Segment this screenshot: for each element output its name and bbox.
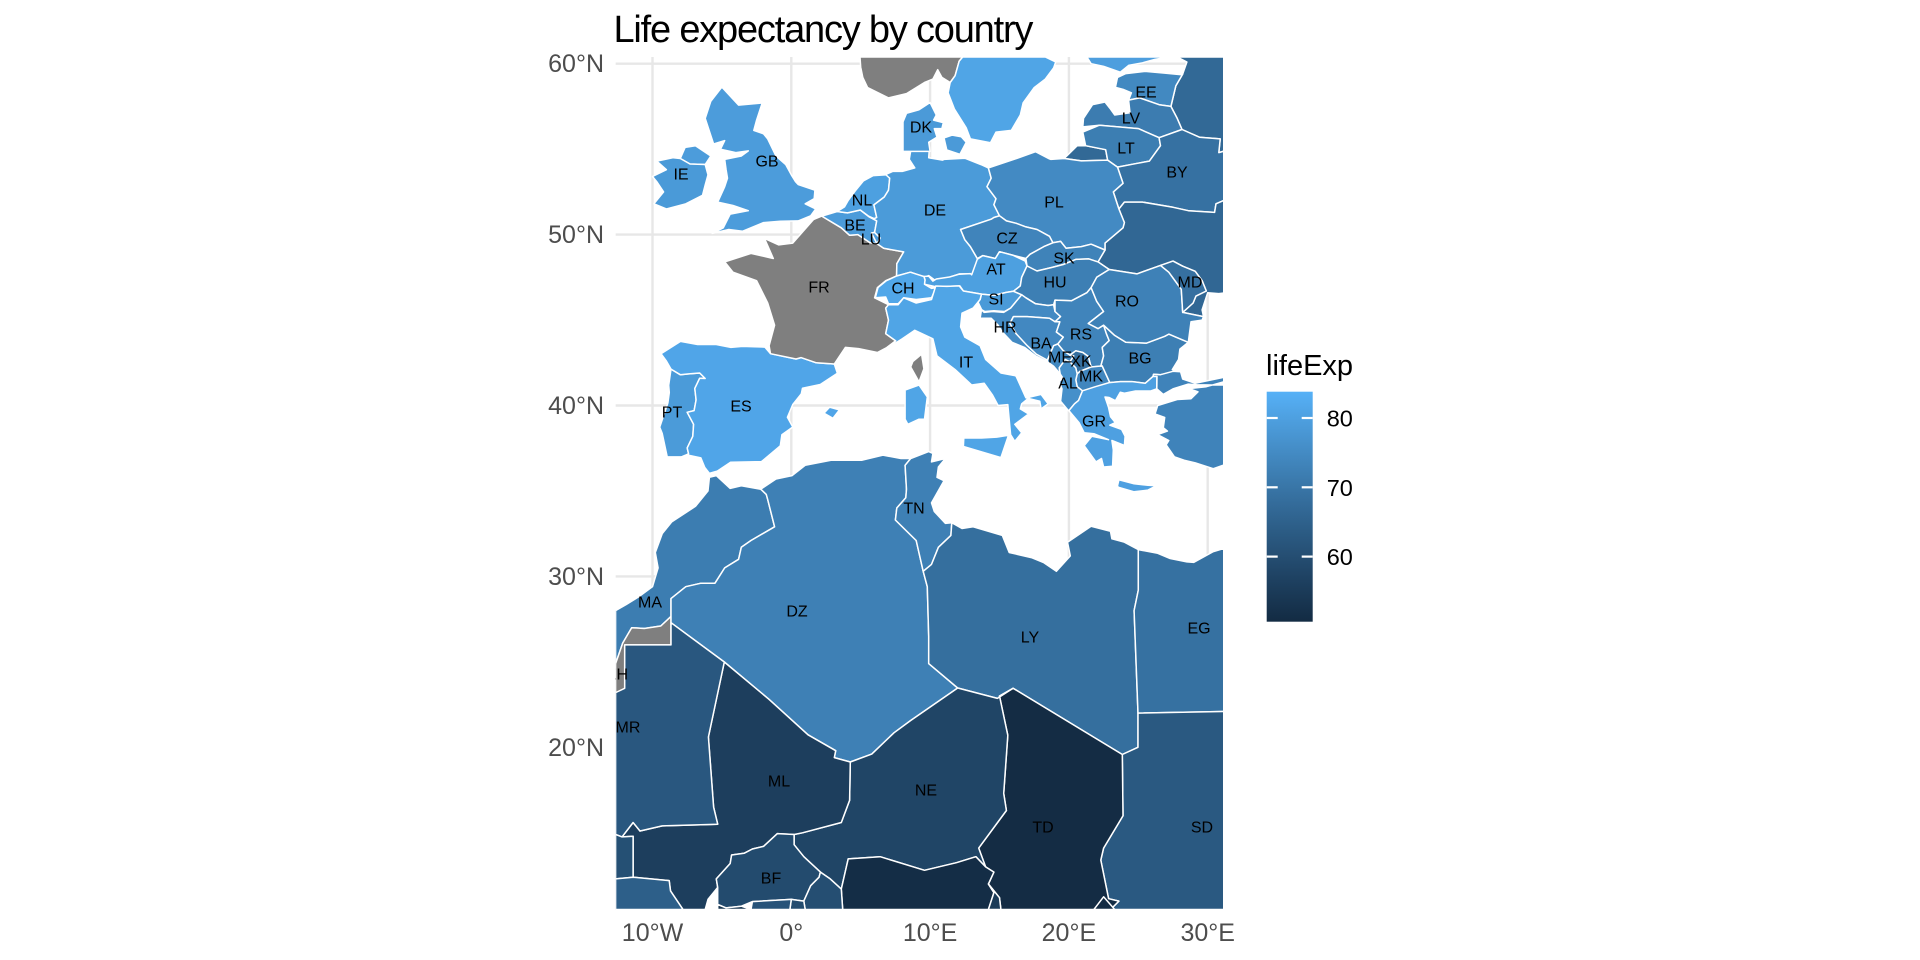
svg-text:MR: MR — [616, 720, 641, 737]
svg-text:lifeExp: lifeExp — [1266, 350, 1353, 382]
svg-text:EE: EE — [1135, 85, 1156, 102]
svg-text:EG: EG — [1187, 621, 1210, 638]
svg-text:SI: SI — [988, 292, 1003, 309]
svg-text:SD: SD — [1191, 820, 1213, 837]
svg-text:AT: AT — [986, 262, 1005, 279]
svg-text:0°: 0° — [779, 919, 803, 947]
svg-text:ML: ML — [768, 774, 790, 791]
svg-text:80: 80 — [1327, 406, 1353, 432]
svg-text:30°N: 30°N — [548, 563, 604, 591]
svg-text:LT: LT — [1117, 141, 1135, 158]
svg-text:LV: LV — [1122, 111, 1141, 128]
svg-text:NL: NL — [852, 193, 873, 210]
svg-text:DE: DE — [924, 203, 946, 220]
svg-text:LY: LY — [1021, 630, 1040, 647]
svg-text:PT: PT — [662, 405, 683, 422]
svg-text:MK: MK — [1079, 369, 1103, 386]
svg-text:60: 60 — [1327, 544, 1353, 570]
svg-text:DK: DK — [910, 120, 933, 137]
svg-text:20°N: 20°N — [548, 734, 604, 762]
svg-text:BY: BY — [1166, 165, 1188, 182]
svg-text:10°E: 10°E — [903, 919, 957, 947]
svg-text:RS: RS — [1070, 327, 1092, 344]
svg-text:TN: TN — [903, 501, 924, 518]
svg-text:Life expectancy by country: Life expectancy by country — [614, 9, 1034, 51]
svg-text:CH: CH — [891, 281, 914, 298]
svg-text:GB: GB — [755, 154, 778, 171]
svg-text:BA: BA — [1030, 336, 1052, 353]
svg-text:HR: HR — [993, 320, 1016, 337]
svg-text:MA: MA — [638, 595, 662, 612]
svg-text:10°W: 10°W — [622, 919, 684, 947]
svg-text:IE: IE — [673, 167, 688, 184]
svg-text:BG: BG — [1128, 351, 1151, 368]
svg-text:BE: BE — [844, 218, 865, 235]
svg-text:SK: SK — [1053, 251, 1075, 268]
svg-text:TD: TD — [1032, 820, 1053, 837]
svg-text:50°N: 50°N — [548, 221, 604, 249]
svg-text:IT: IT — [959, 355, 973, 372]
svg-text:20°E: 20°E — [1042, 919, 1096, 947]
svg-text:XK: XK — [1070, 354, 1092, 371]
svg-text:ES: ES — [730, 399, 751, 416]
svg-text:GR: GR — [1082, 414, 1106, 431]
svg-text:ME: ME — [1048, 350, 1072, 367]
svg-text:LU: LU — [861, 232, 881, 249]
svg-text:MD: MD — [1178, 275, 1203, 292]
svg-text:PL: PL — [1044, 195, 1064, 212]
svg-text:70: 70 — [1327, 475, 1353, 501]
svg-text:BF: BF — [761, 871, 782, 888]
svg-text:30°E: 30°E — [1180, 919, 1234, 947]
svg-text:60°N: 60°N — [548, 50, 604, 78]
svg-text:HU: HU — [1043, 275, 1066, 292]
svg-text:RO: RO — [1115, 294, 1139, 311]
svg-text:EH: EH — [606, 667, 628, 684]
svg-text:40°N: 40°N — [548, 392, 604, 420]
svg-text:FR: FR — [808, 280, 829, 297]
svg-text:CZ: CZ — [996, 231, 1018, 248]
svg-text:AL: AL — [1058, 376, 1078, 393]
svg-text:NE: NE — [915, 783, 937, 800]
svg-text:DZ: DZ — [786, 604, 808, 621]
